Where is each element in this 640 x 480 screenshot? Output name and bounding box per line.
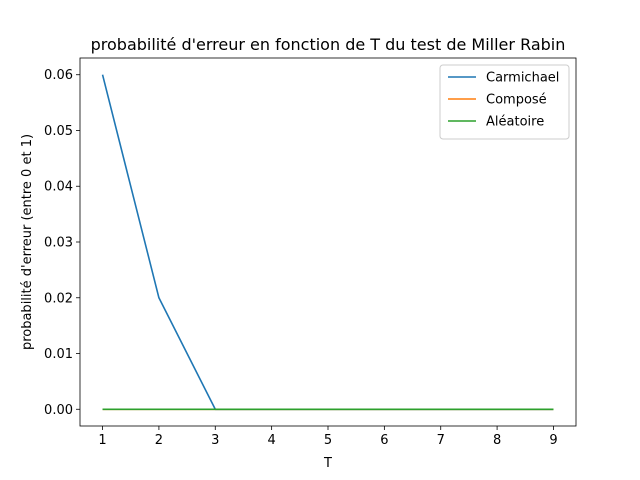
chart-title: probabilité d'erreur en fonction de T du… (91, 35, 566, 54)
x-tick-label: 2 (155, 433, 163, 448)
x-tick-label: 4 (267, 433, 275, 448)
y-tick-label: 0.05 (44, 124, 73, 139)
x-tick-label: 8 (493, 433, 501, 448)
legend-label-0: Carmichael (486, 71, 559, 86)
legend: Carmichael Composé Aléatoire (439, 64, 570, 140)
axes-layer: 1 2 3 4 5 6 7 8 9 0.00 0.01 0.02 0.03 0.04 0.05 0.06 (44, 57, 577, 448)
y-tick-label: 0.02 (44, 291, 73, 306)
y-axis-label: probabilité d'erreur (entre 0 et 1) (20, 134, 35, 350)
y-tick-label: 0.01 (44, 347, 73, 362)
x-axis-label: T (323, 456, 332, 471)
x-tick-label: 7 (437, 433, 445, 448)
legend-label-1: Composé (486, 93, 547, 108)
y-tick-label: 0.00 (44, 403, 73, 418)
x-tick-label: 5 (324, 433, 332, 448)
y-tick-label: 0.06 (44, 68, 73, 83)
x-tick-label: 1 (98, 433, 106, 448)
y-tick-label: 0.03 (44, 236, 73, 251)
x-tick-label: 3 (211, 433, 219, 448)
series-layer (101, 74, 554, 411)
x-tick-label: 9 (549, 433, 557, 448)
y-tick-label: 0.04 (44, 180, 73, 195)
legend-label-2: Aléatoire (486, 115, 544, 130)
x-tick-label: 6 (380, 433, 388, 448)
